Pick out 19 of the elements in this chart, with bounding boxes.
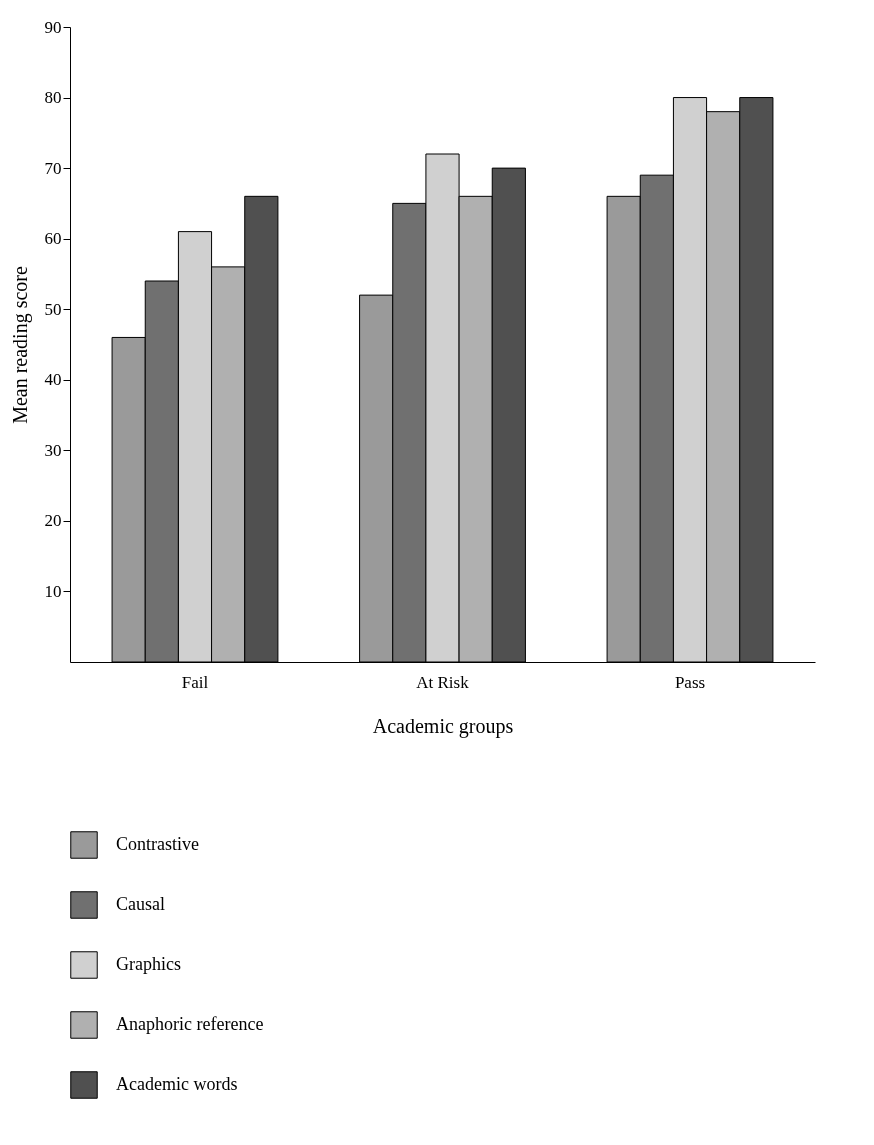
legend-label: Causal xyxy=(116,894,165,914)
y-tick-label: 90 xyxy=(44,17,62,37)
y-axis-title: Mean reading score xyxy=(8,266,32,424)
y-tick-label: 10 xyxy=(44,581,62,601)
x-axis-title: Academic groups xyxy=(372,714,514,738)
legend-label: Contrastive xyxy=(116,834,199,854)
y-tick-label: 80 xyxy=(44,88,62,108)
y-tick-label: 50 xyxy=(44,299,62,319)
legend-label: Graphics xyxy=(116,954,181,974)
y-tick-label: 70 xyxy=(44,158,62,178)
y-tick-label: 30 xyxy=(44,440,62,460)
y-tick-label: 60 xyxy=(44,229,62,249)
x-tick-label: Pass xyxy=(674,672,706,692)
legend-label: Anaphoric reference xyxy=(116,1014,264,1034)
y-tick-label: 20 xyxy=(44,511,62,531)
x-tick-label: Fail xyxy=(181,672,209,692)
y-tick-label: 40 xyxy=(44,370,62,390)
x-tick-label: At Risk xyxy=(416,672,470,692)
legend-label: Academic words xyxy=(116,1074,238,1094)
